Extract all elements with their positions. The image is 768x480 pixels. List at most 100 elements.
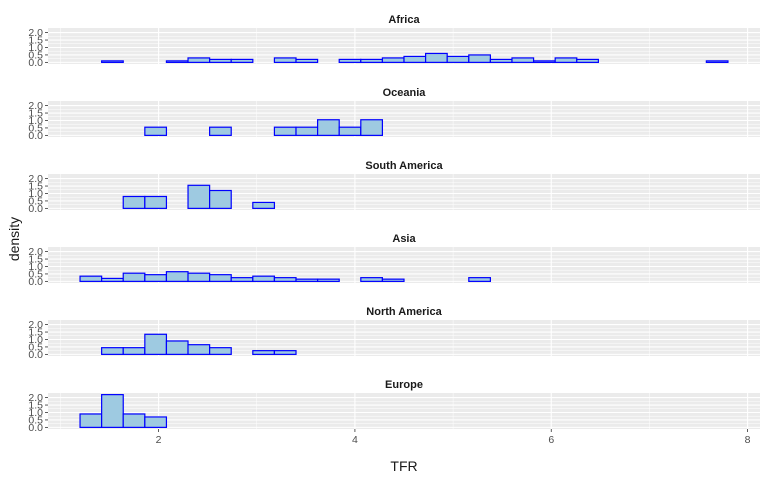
histogram-bar bbox=[554, 57, 578, 63]
histogram-bar bbox=[79, 413, 103, 428]
panel-title: Asia bbox=[392, 233, 416, 245]
histogram-bar bbox=[273, 350, 297, 355]
histogram-bar bbox=[468, 54, 491, 63]
panel-title: South America bbox=[365, 160, 443, 172]
histogram-bar bbox=[252, 201, 276, 209]
histogram-bar bbox=[187, 344, 211, 355]
histogram-bar bbox=[705, 60, 729, 63]
x-tick-label: 4 bbox=[352, 434, 358, 446]
y-tick-label: 0.0 bbox=[28, 130, 43, 142]
histogram-bar bbox=[122, 347, 146, 355]
y-tick-label: 0.5 bbox=[28, 196, 43, 208]
histogram-bar bbox=[446, 55, 470, 63]
histogram-bar bbox=[187, 184, 211, 209]
panel-north-america: North America 0.00.51.01.52.0 bbox=[28, 306, 760, 361]
y-tick-label: 1.5 bbox=[28, 181, 43, 193]
y-tick-label: 2.0 bbox=[28, 100, 43, 112]
histogram-bar bbox=[165, 340, 189, 355]
panel-title: North America bbox=[366, 306, 442, 318]
histogram-bar bbox=[122, 195, 146, 209]
y-tick-label: 0.5 bbox=[28, 269, 43, 281]
y-tick-label: 2.0 bbox=[28, 27, 43, 39]
y-tick-label: 0.0 bbox=[28, 203, 43, 215]
y-tick-label: 1.0 bbox=[28, 407, 43, 419]
y-tick-label: 0.0 bbox=[28, 349, 43, 361]
histogram-bar bbox=[230, 277, 254, 282]
histogram-bar bbox=[295, 126, 319, 136]
histogram-bar bbox=[360, 277, 384, 282]
y-tick-label: 2.0 bbox=[28, 319, 43, 331]
panel-title: Oceania bbox=[383, 87, 427, 99]
y-tick-label: 1.5 bbox=[28, 35, 43, 47]
y-axis-title: density bbox=[6, 217, 22, 261]
y-tick-label: 1.0 bbox=[28, 42, 43, 54]
histogram-bar bbox=[101, 347, 124, 355]
histogram-bar bbox=[273, 57, 297, 63]
histogram-bar bbox=[209, 58, 232, 63]
panel-africa: Africa 0.00.51.01.52.0 bbox=[28, 14, 760, 69]
histogram-bar bbox=[360, 58, 384, 63]
histogram-bar bbox=[144, 333, 168, 355]
y-tick-label: 0.0 bbox=[28, 276, 43, 288]
histogram-bar bbox=[273, 277, 297, 282]
histogram-bar bbox=[187, 57, 211, 63]
histogram-bar bbox=[381, 57, 405, 63]
histogram-bar bbox=[101, 394, 124, 428]
histogram-bar bbox=[273, 126, 297, 136]
histogram-bar bbox=[381, 278, 405, 282]
y-tick-label: 2.0 bbox=[28, 392, 43, 404]
x-tick-label: 2 bbox=[156, 434, 162, 446]
histogram-bar bbox=[252, 350, 276, 355]
y-tick-label: 2.0 bbox=[28, 173, 43, 185]
panel-title: Africa bbox=[388, 14, 420, 26]
histogram-bar bbox=[403, 55, 427, 63]
histogram-bar bbox=[511, 57, 535, 63]
y-tick-label: 1.5 bbox=[28, 327, 43, 339]
panel-asia: Asia 0.00.51.01.52.0 bbox=[28, 233, 760, 288]
y-tick-label: 1.5 bbox=[28, 400, 43, 412]
histogram-bar bbox=[489, 58, 513, 63]
y-tick-label: 1.0 bbox=[28, 188, 43, 200]
histogram-bar bbox=[187, 272, 211, 282]
histogram-bar bbox=[144, 126, 168, 136]
y-tick-label: 0.0 bbox=[28, 57, 43, 69]
histogram-bar bbox=[468, 277, 491, 282]
histogram-bar bbox=[209, 126, 232, 136]
histogram-bar bbox=[532, 60, 556, 63]
y-tick-label: 1.0 bbox=[28, 334, 43, 346]
panel-oceania: Oceania 0.00.51.01.52.0 bbox=[28, 87, 760, 142]
y-tick-label: 2.0 bbox=[28, 246, 43, 258]
y-tick-label: 0.5 bbox=[28, 123, 43, 135]
histogram-bar bbox=[576, 58, 599, 63]
histogram-bar bbox=[317, 278, 340, 282]
histogram-bar bbox=[295, 58, 319, 63]
histogram-bar bbox=[122, 272, 146, 282]
y-tick-label: 1.5 bbox=[28, 254, 43, 266]
panel-south-america: South America 0.00.51.01.52.0 bbox=[28, 160, 760, 215]
histogram-bar bbox=[209, 274, 232, 282]
histogram-bar bbox=[230, 58, 254, 63]
histogram-bar bbox=[252, 275, 276, 282]
y-tick-label: 0.5 bbox=[28, 50, 43, 62]
histogram-bar bbox=[144, 416, 168, 428]
histogram-bar bbox=[79, 275, 103, 282]
histogram-bar bbox=[101, 277, 124, 282]
histogram-bar bbox=[122, 413, 146, 428]
panels: Africa0.00.51.01.52.0Oceania0.00.51.01.5… bbox=[28, 14, 760, 434]
y-tick-label: 0.5 bbox=[28, 342, 43, 354]
y-tick-label: 1.0 bbox=[28, 115, 43, 127]
histogram-bar bbox=[317, 119, 340, 136]
panel-title: Europe bbox=[385, 379, 423, 391]
x-tick-label: 6 bbox=[548, 434, 554, 446]
panel-europe: Europe 0.00.51.01.52.0 bbox=[28, 379, 760, 434]
histogram-bar bbox=[209, 189, 232, 209]
x-axis: 2 4 6 8 bbox=[156, 429, 751, 446]
x-axis-title: TFR bbox=[390, 458, 417, 474]
histogram-bar bbox=[165, 60, 189, 63]
x-tick-label: 8 bbox=[745, 434, 751, 446]
y-tick-label: 1.5 bbox=[28, 108, 43, 120]
histogram-bar bbox=[338, 58, 362, 63]
histogram-bar bbox=[144, 195, 168, 209]
y-tick-label: 1.0 bbox=[28, 261, 43, 273]
